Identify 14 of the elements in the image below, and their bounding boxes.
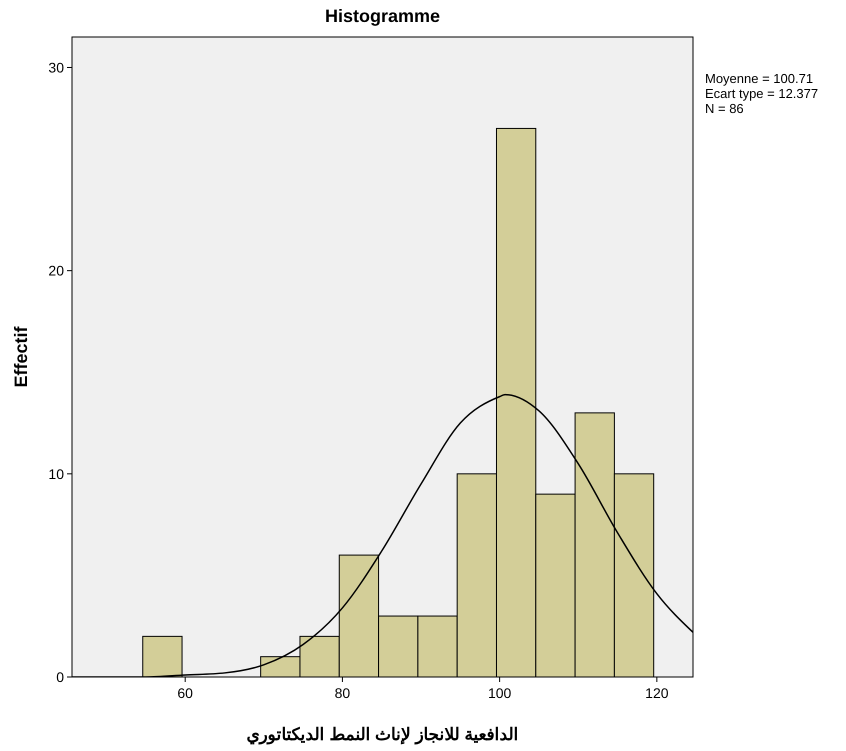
y-tick-label: 10	[48, 466, 64, 482]
y-tick-label: 0	[56, 669, 64, 685]
y-axis-title: Effectif	[11, 325, 31, 388]
y-tick-label: 20	[48, 262, 64, 279]
x-tick-label: 100	[488, 685, 512, 701]
chart-title: Histogramme	[324, 6, 440, 26]
x-tick-label: 80	[334, 685, 350, 701]
x-axis-title: الدافعية للانجاز لإناث النمط الديكتاتوري	[246, 725, 518, 745]
x-tick-label: 120	[645, 685, 669, 701]
text: Moyenne = 100.71	[705, 71, 814, 86]
x-tick-label: 60	[177, 685, 194, 701]
y-tick-label: 30	[48, 59, 64, 76]
text: N = 86	[705, 101, 744, 116]
text: Ecart type = 12.377	[705, 86, 818, 101]
